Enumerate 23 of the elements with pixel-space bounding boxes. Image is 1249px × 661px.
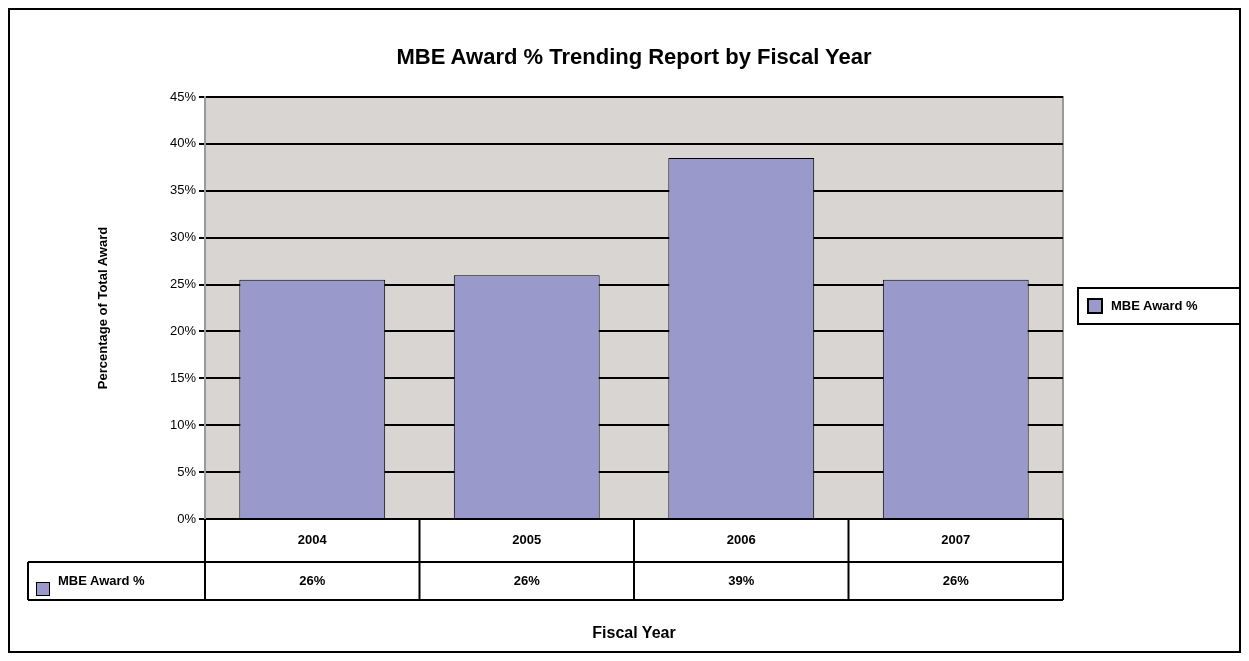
y-axis-title: Percentage of Total Award xyxy=(94,226,110,390)
y-tick-label: 15% xyxy=(169,369,197,385)
y-tick-label: 40% xyxy=(169,135,197,151)
data-label: 26% xyxy=(299,572,326,588)
data-label: 26% xyxy=(513,572,541,588)
x-tick-label: 2007 xyxy=(941,532,971,548)
x-tick-label: 2004 xyxy=(297,532,328,548)
y-tick-label: 20% xyxy=(169,323,197,339)
y-tick-label: 30% xyxy=(169,229,197,245)
y-tick-label: 35% xyxy=(169,182,197,198)
x-tick-label: 2006 xyxy=(726,532,756,548)
y-tick-label: 0% xyxy=(177,510,197,526)
legend-label: MBE Award % xyxy=(1111,297,1199,313)
x-axis-title: Fiscal Year xyxy=(592,624,676,642)
y-tick-label: 45% xyxy=(169,88,197,104)
chart-title: MBE Award % Trending Report by Fiscal Year xyxy=(396,44,873,70)
y-tick-label: 5% xyxy=(177,463,197,479)
data-label: 39% xyxy=(728,572,755,588)
data-label: 26% xyxy=(942,572,970,588)
y-tick-label: 10% xyxy=(169,416,197,432)
y-tick-label: 25% xyxy=(169,276,197,292)
x-tick-label: 2005 xyxy=(512,532,542,548)
text: MBE Award % xyxy=(58,572,145,588)
